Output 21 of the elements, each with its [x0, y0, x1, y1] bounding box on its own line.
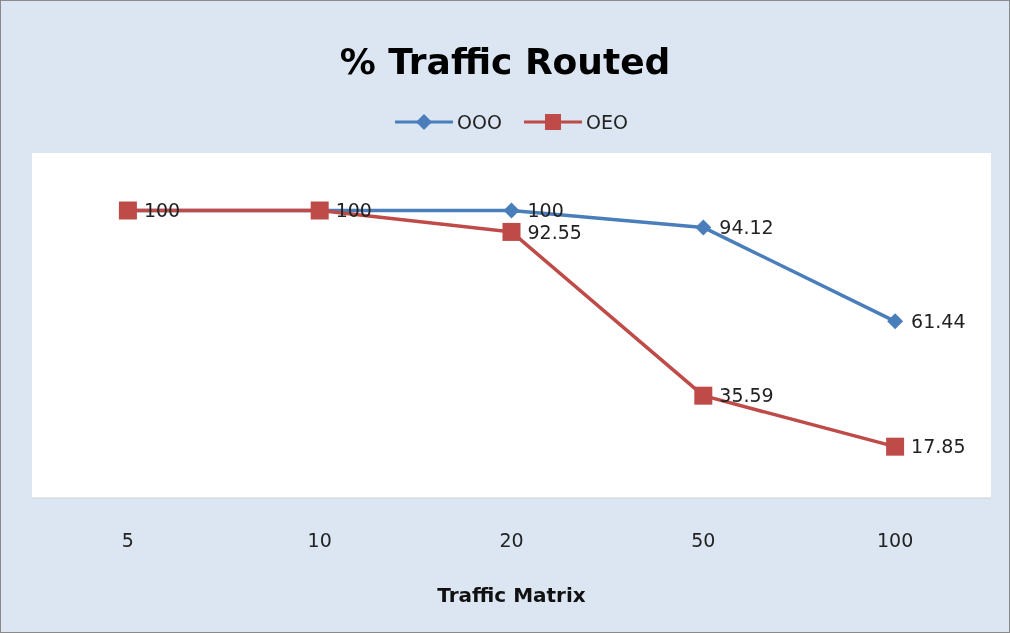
data-label: 61.44 — [911, 310, 966, 333]
chart-title: % Traffic Routed — [338, 39, 672, 84]
data-label: 17.85 — [911, 435, 966, 458]
x-tick-label: 100 — [876, 529, 914, 552]
point — [886, 437, 905, 456]
x-tick-label: 50 — [691, 529, 716, 552]
x-tick-label: 5 — [121, 529, 134, 552]
x-axis-title: Traffic Matrix — [437, 583, 586, 607]
x-tick-label: 10 — [307, 529, 332, 552]
point — [887, 313, 904, 330]
data-label: 94.12 — [719, 216, 774, 239]
data-label: 35.59 — [719, 384, 774, 407]
legend-label: OEO — [584, 111, 628, 133]
data-label: 100 — [335, 199, 372, 222]
legend-label: OOO — [456, 111, 502, 133]
point — [503, 202, 520, 219]
point — [695, 219, 712, 236]
x-tick-label: 20 — [499, 529, 524, 552]
data-label: 92.55 — [527, 220, 582, 243]
point — [502, 222, 521, 241]
point — [694, 386, 713, 405]
